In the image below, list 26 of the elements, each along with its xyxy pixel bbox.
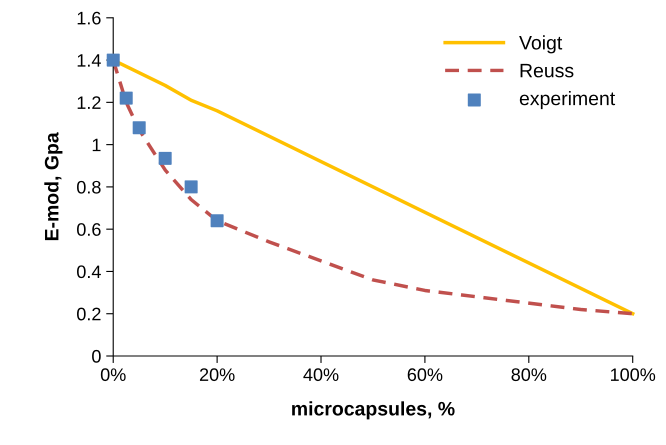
point bbox=[120, 92, 133, 105]
y-tick-label: 1.4 bbox=[78, 54, 101, 67]
y-axis-title: E-mod, Gpa bbox=[44, 132, 62, 240]
x-tick-label: 80% bbox=[512, 368, 546, 382]
y-tick-label: 1.2 bbox=[78, 96, 101, 109]
y-tick-label: 0.2 bbox=[77, 308, 101, 320]
point bbox=[184, 180, 198, 194]
point bbox=[158, 152, 172, 165]
x-tick-label: 40% bbox=[303, 368, 338, 382]
y-tick-label: 1 bbox=[92, 138, 101, 152]
x-tick-label: 60% bbox=[408, 368, 442, 382]
legend-label: Reuss bbox=[520, 64, 574, 78]
legend-label: Voigt bbox=[519, 35, 562, 54]
point bbox=[210, 214, 224, 228]
point bbox=[132, 121, 146, 134]
y-tick-label: 0.8 bbox=[77, 180, 101, 194]
point bbox=[106, 54, 120, 67]
x-tick-label: 20% bbox=[200, 368, 235, 382]
y-tick-label: 1.6 bbox=[78, 12, 101, 25]
y-tick-label: 0.6 bbox=[77, 223, 101, 236]
y-tick-label: 0.4 bbox=[77, 265, 101, 278]
x-tick-label: 0% bbox=[100, 368, 126, 382]
y-tick-label: 0 bbox=[92, 350, 101, 363]
x-axis-title: microcapsules, % bbox=[292, 401, 455, 420]
legend-label: experiment bbox=[520, 90, 616, 110]
x-tick-label: 100% bbox=[610, 368, 656, 382]
